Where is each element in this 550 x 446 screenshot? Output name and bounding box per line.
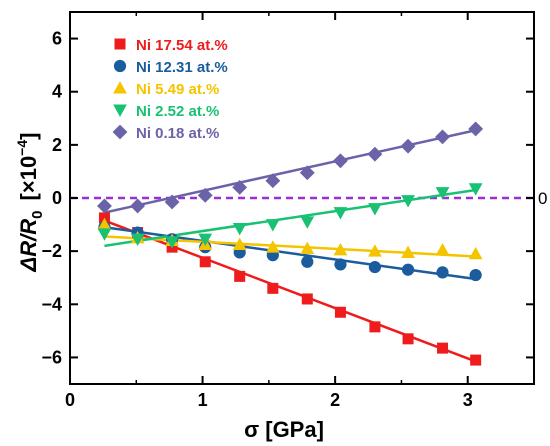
data-point-ni-0-18-at	[468, 121, 484, 137]
data-point-ni-17-54-at	[267, 282, 279, 294]
y-tick-label: 4	[52, 82, 62, 102]
y-axis-label-exp: −4	[14, 140, 30, 156]
data-point-ni-2-52-at	[368, 203, 382, 216]
y-axis-label: ΔR/R0 [×10−4]	[14, 133, 46, 273]
data-point-ni-17-54-at	[334, 306, 346, 318]
data-point-ni-0-18-at	[232, 179, 248, 195]
data-point-ni-5-49-at	[300, 241, 315, 254]
y-axis-label-sub: 0	[29, 210, 46, 218]
y-axis-label-unit-end: ]	[16, 133, 41, 140]
markers-layer	[97, 121, 484, 366]
data-point-ni-5-49-at	[468, 246, 483, 260]
legend-label-ni-0-18-at: Ni 0.18 at.%	[136, 125, 219, 142]
y-tick-label: 6	[52, 29, 62, 49]
legend-marker-ni-0-18-at	[112, 124, 128, 140]
legend-marker-ni-5-49-at	[113, 81, 127, 94]
data-point-ni-12-31-at	[301, 255, 314, 268]
data-point-ni-2-52-at	[468, 183, 483, 196]
legend-label-ni-17-54-at: Ni 17.54 at.%	[136, 37, 228, 54]
y-tick-label: 2	[52, 135, 62, 155]
legend: Ni 17.54 at.% Ni 12.31 at.% Ni 5.49 at.% Ni…	[112, 37, 228, 142]
data-point-ni-17-54-at	[369, 321, 381, 333]
data-point-ni-2-52-at	[198, 233, 213, 247]
legend-marker-ni-12-31-at	[113, 59, 127, 73]
data-point-ni-12-31-at	[469, 268, 482, 282]
data-point-ni-17-54-at	[402, 333, 414, 345]
data-point-ni-17-54-at	[301, 293, 313, 305]
data-point-ni-12-31-at	[401, 263, 415, 276]
y-axis-label-main: ΔR/R	[16, 219, 41, 273]
y-tick-label: −4	[41, 294, 62, 314]
data-point-ni-0-18-at	[367, 146, 383, 162]
y-tick-label: −6	[41, 347, 62, 367]
legend-label-ni-2-52-at: Ni 2.52 at.%	[136, 103, 219, 120]
y-axis-label-unit: [×10	[16, 156, 41, 201]
data-point-ni-0-18-at	[164, 194, 180, 210]
x-tick-label: 3	[463, 390, 473, 410]
legend-marker-ni-2-52-at	[113, 104, 127, 117]
data-point-ni-0-18-at	[435, 129, 450, 145]
fit-lines-layer	[104, 129, 477, 363]
data-point-ni-2-52-at	[435, 187, 450, 200]
data-point-ni-0-18-at	[400, 138, 416, 154]
data-point-ni-2-52-at	[300, 216, 315, 229]
x-tick-label: 1	[198, 390, 208, 410]
data-point-ni-2-52-at	[401, 195, 415, 208]
data-point-ni-2-52-at	[265, 219, 280, 232]
data-point-ni-17-54-at	[234, 270, 246, 282]
data-point-ni-2-52-at	[130, 233, 145, 247]
data-point-ni-17-54-at	[470, 354, 482, 366]
data-point-ni-17-54-at	[437, 342, 449, 354]
data-point-ni-2-52-at	[97, 228, 112, 241]
data-point-ni-2-52-at	[333, 207, 348, 220]
data-point-ni-0-18-at	[299, 165, 315, 181]
data-point-ni-2-52-at	[232, 223, 247, 236]
data-point-ni-12-31-at	[334, 258, 347, 271]
legend-marker-ni-17-54-at	[114, 38, 126, 50]
x-axis-label: σ [GPa]	[244, 417, 324, 442]
data-point-ni-5-49-at	[401, 245, 415, 258]
fit-line-ni-0-18-at	[104, 129, 476, 214]
zero-reference-label: 0	[538, 189, 547, 208]
data-point-ni-17-54-at	[199, 256, 211, 268]
data-point-ni-0-18-at	[197, 187, 213, 203]
data-point-ni-5-49-at	[435, 242, 450, 256]
x-tick-label: 2	[330, 390, 340, 410]
y-tick-label: 0	[52, 188, 62, 208]
reference-layer: 0	[70, 189, 547, 208]
fit-line-ni-17-54-at	[104, 219, 477, 363]
data-point-ni-5-49-at	[232, 237, 247, 250]
y-tick-label: −2	[41, 241, 62, 261]
ticks-layer: 0 1 2 3 −6 −4 −2 0 2 4 6	[41, 12, 534, 410]
data-point-ni-5-49-at	[265, 240, 280, 253]
data-point-ni-0-18-at	[265, 173, 281, 189]
legend-label-ni-12-31-at: Ni 12.31 at.%	[136, 59, 228, 76]
data-point-ni-5-49-at	[368, 244, 382, 257]
x-tick-label: 0	[65, 390, 75, 410]
data-point-ni-2-52-at	[165, 236, 179, 249]
data-point-ni-0-18-at	[97, 198, 112, 214]
data-point-ni-0-18-at	[130, 198, 146, 214]
data-point-ni-0-18-at	[333, 153, 348, 169]
data-point-ni-12-31-at	[368, 260, 382, 274]
data-point-ni-5-49-at	[97, 217, 112, 231]
data-point-ni-5-49-at	[333, 242, 348, 256]
data-point-ni-12-31-at	[436, 266, 449, 279]
legend-label-ni-5-49-at: Ni 5.49 at.%	[136, 81, 219, 98]
